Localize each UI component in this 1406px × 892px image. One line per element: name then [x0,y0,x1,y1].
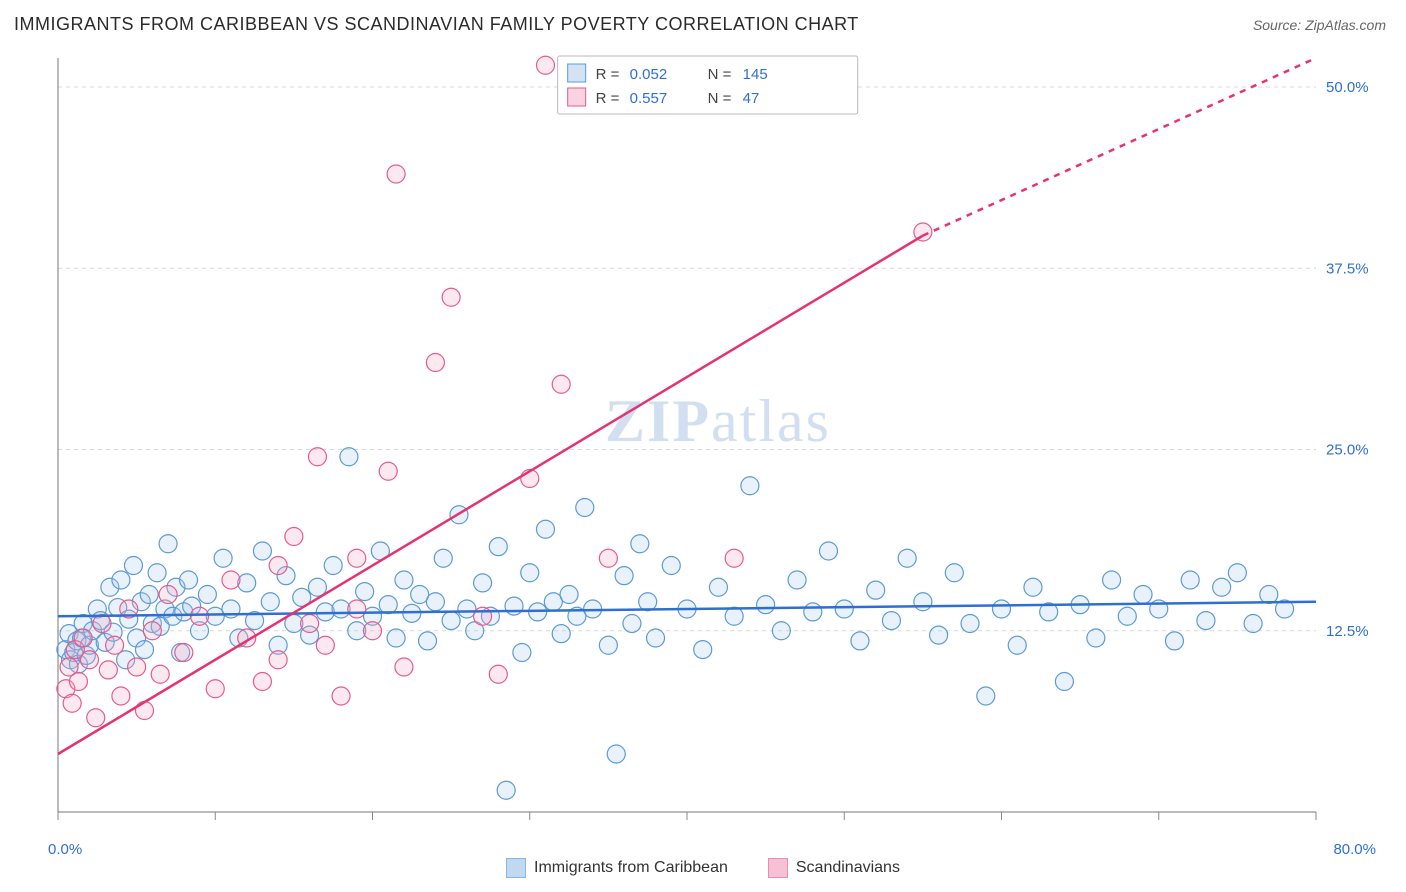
svg-text:0.052: 0.052 [630,66,668,83]
x-axis-start-label: 0.0% [48,841,82,858]
svg-text:47: 47 [743,90,760,107]
legend-item-caribbean: Immigrants from Caribbean [506,858,728,878]
svg-text:R =: R = [596,90,620,107]
legend-swatch-icon [768,858,788,878]
svg-text:37.5%: 37.5% [1326,260,1369,277]
chart-title: IMMIGRANTS FROM CARIBBEAN VS SCANDINAVIA… [14,14,859,35]
svg-text:25.0%: 25.0% [1326,442,1369,459]
svg-text:12.5%: 12.5% [1326,623,1369,640]
legend-swatch-icon [506,858,526,878]
svg-text:145: 145 [743,66,768,83]
source-label: Source: ZipAtlas.com [1253,17,1386,33]
chart-frame: IMMIGRANTS FROM CARIBBEAN VS SCANDINAVIA… [0,0,1406,892]
legend-label: Immigrants from Caribbean [534,859,728,876]
header: IMMIGRANTS FROM CARIBBEAN VS SCANDINAVIA… [0,0,1406,35]
footer-legend: Immigrants from Caribbean Scandinavians [0,858,1406,878]
svg-text:R =: R = [596,66,620,83]
svg-text:50.0%: 50.0% [1326,79,1369,96]
svg-text:ZIPatlas: ZIPatlas [605,388,831,454]
plot-area: 12.5% 25.0% 37.5% 50.0% ZIPatlas R = 0.052 N = 1… [50,50,1386,832]
legend-label: Scandinavians [796,859,900,876]
x-axis-end-label: 80.0% [1333,841,1376,858]
svg-text:N =: N = [708,66,732,83]
svg-text:N =: N = [708,90,732,107]
legend-item-scandinavian: Scandinavians [768,858,900,878]
svg-text:0.557: 0.557 [630,90,668,107]
